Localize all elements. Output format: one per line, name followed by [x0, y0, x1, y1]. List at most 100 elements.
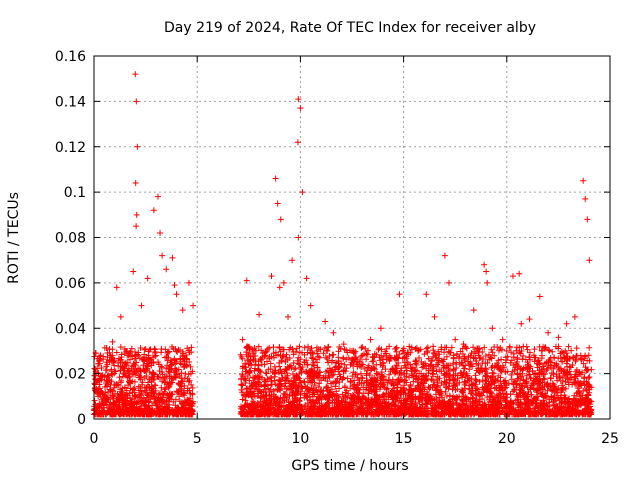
- noise-point: [530, 352, 537, 359]
- noise-point: [243, 351, 250, 358]
- noise-point: [409, 364, 416, 371]
- noise-point: [458, 386, 465, 393]
- noise-point: [130, 371, 137, 378]
- x-tick-label: 25: [601, 431, 619, 447]
- noise-point: [538, 347, 545, 354]
- data-point: [576, 388, 583, 395]
- noise-point: [457, 369, 464, 376]
- noise-point: [450, 372, 457, 379]
- noise-point: [148, 385, 155, 392]
- noise-point: [363, 356, 370, 363]
- noise-point: [166, 383, 173, 390]
- noise-point: [180, 389, 187, 396]
- noise-point: [255, 343, 262, 350]
- noise-point: [586, 344, 593, 351]
- noise-point: [274, 382, 281, 389]
- noise-point: [393, 410, 400, 417]
- noise-point: [181, 382, 188, 389]
- data-point: [580, 177, 587, 184]
- noise-point: [482, 360, 489, 367]
- noise-point: [416, 410, 423, 417]
- noise-point: [485, 381, 492, 388]
- noise-point: [328, 393, 335, 400]
- noise-point: [520, 343, 527, 350]
- noise-point: [577, 355, 584, 362]
- noise-point: [94, 365, 101, 372]
- noise-point: [535, 405, 542, 412]
- noise-point: [183, 399, 190, 406]
- noise-point: [302, 385, 309, 392]
- noise-point: [278, 357, 285, 364]
- noise-point: [262, 405, 269, 412]
- data-point: [154, 193, 161, 200]
- noise-point: [438, 357, 445, 364]
- noise-point: [118, 377, 125, 384]
- noise-point: [335, 393, 342, 400]
- data-point: [322, 318, 329, 325]
- data-point: [295, 96, 302, 103]
- noise-point: [494, 343, 501, 350]
- noise-point: [119, 389, 126, 396]
- noise-point: [480, 403, 487, 410]
- noise-point: [539, 392, 546, 399]
- noise-point: [125, 352, 132, 359]
- noise-point: [554, 389, 561, 396]
- noise-point: [364, 377, 371, 384]
- noise-point: [184, 375, 191, 382]
- noise-point: [477, 354, 484, 361]
- y-tick-label: 0.12: [55, 140, 86, 156]
- noise-point: [320, 374, 327, 381]
- noise-point: [180, 401, 187, 408]
- noise-point: [472, 372, 479, 379]
- noise-point: [384, 385, 391, 392]
- noise-point: [135, 352, 142, 359]
- x-tick-label: 5: [193, 431, 202, 447]
- noise-point: [495, 387, 502, 394]
- noise-point: [373, 402, 380, 409]
- noise-point: [177, 360, 184, 367]
- data-point: [121, 370, 128, 377]
- noise-point: [329, 372, 336, 379]
- noise-point: [175, 380, 182, 387]
- noise-point: [103, 378, 110, 385]
- noise-point: [262, 392, 269, 399]
- noise-point: [551, 354, 558, 361]
- noise-point: [513, 410, 520, 417]
- noise-point: [558, 392, 565, 399]
- data-point: [278, 370, 285, 377]
- noise-point: [261, 397, 268, 404]
- noise-point: [391, 367, 398, 374]
- noise-point: [93, 378, 100, 385]
- noise-point: [131, 378, 138, 385]
- noise-point: [486, 356, 493, 363]
- y-tick-labels: 00.020.040.060.080.10.120.140.16: [55, 49, 86, 428]
- noise-point: [324, 367, 331, 374]
- noise-point: [139, 379, 146, 386]
- noise-point: [423, 376, 430, 383]
- noise-point: [301, 404, 308, 411]
- noise-point: [380, 405, 387, 412]
- noise-point: [511, 386, 518, 393]
- noise-point: [585, 392, 592, 399]
- noise-point: [428, 376, 435, 383]
- noise-point: [588, 398, 595, 405]
- noise-point: [525, 368, 532, 375]
- data-point: [349, 347, 355, 354]
- noise-point: [378, 346, 385, 353]
- noise-point: [573, 352, 580, 359]
- noise-point: [283, 395, 290, 402]
- noise-point: [180, 364, 187, 371]
- noise-point: [92, 384, 99, 391]
- noise-point: [564, 357, 571, 364]
- noise-point: [306, 373, 313, 380]
- noise-point: [129, 389, 136, 396]
- noise-point: [334, 401, 341, 408]
- noise-point: [255, 358, 262, 365]
- data-point: [285, 313, 292, 320]
- noise-point: [442, 384, 449, 391]
- noise-point: [395, 392, 402, 399]
- noise-point: [152, 353, 159, 360]
- noise-point: [573, 345, 580, 352]
- noise-point: [424, 395, 431, 402]
- noise-point: [242, 368, 249, 375]
